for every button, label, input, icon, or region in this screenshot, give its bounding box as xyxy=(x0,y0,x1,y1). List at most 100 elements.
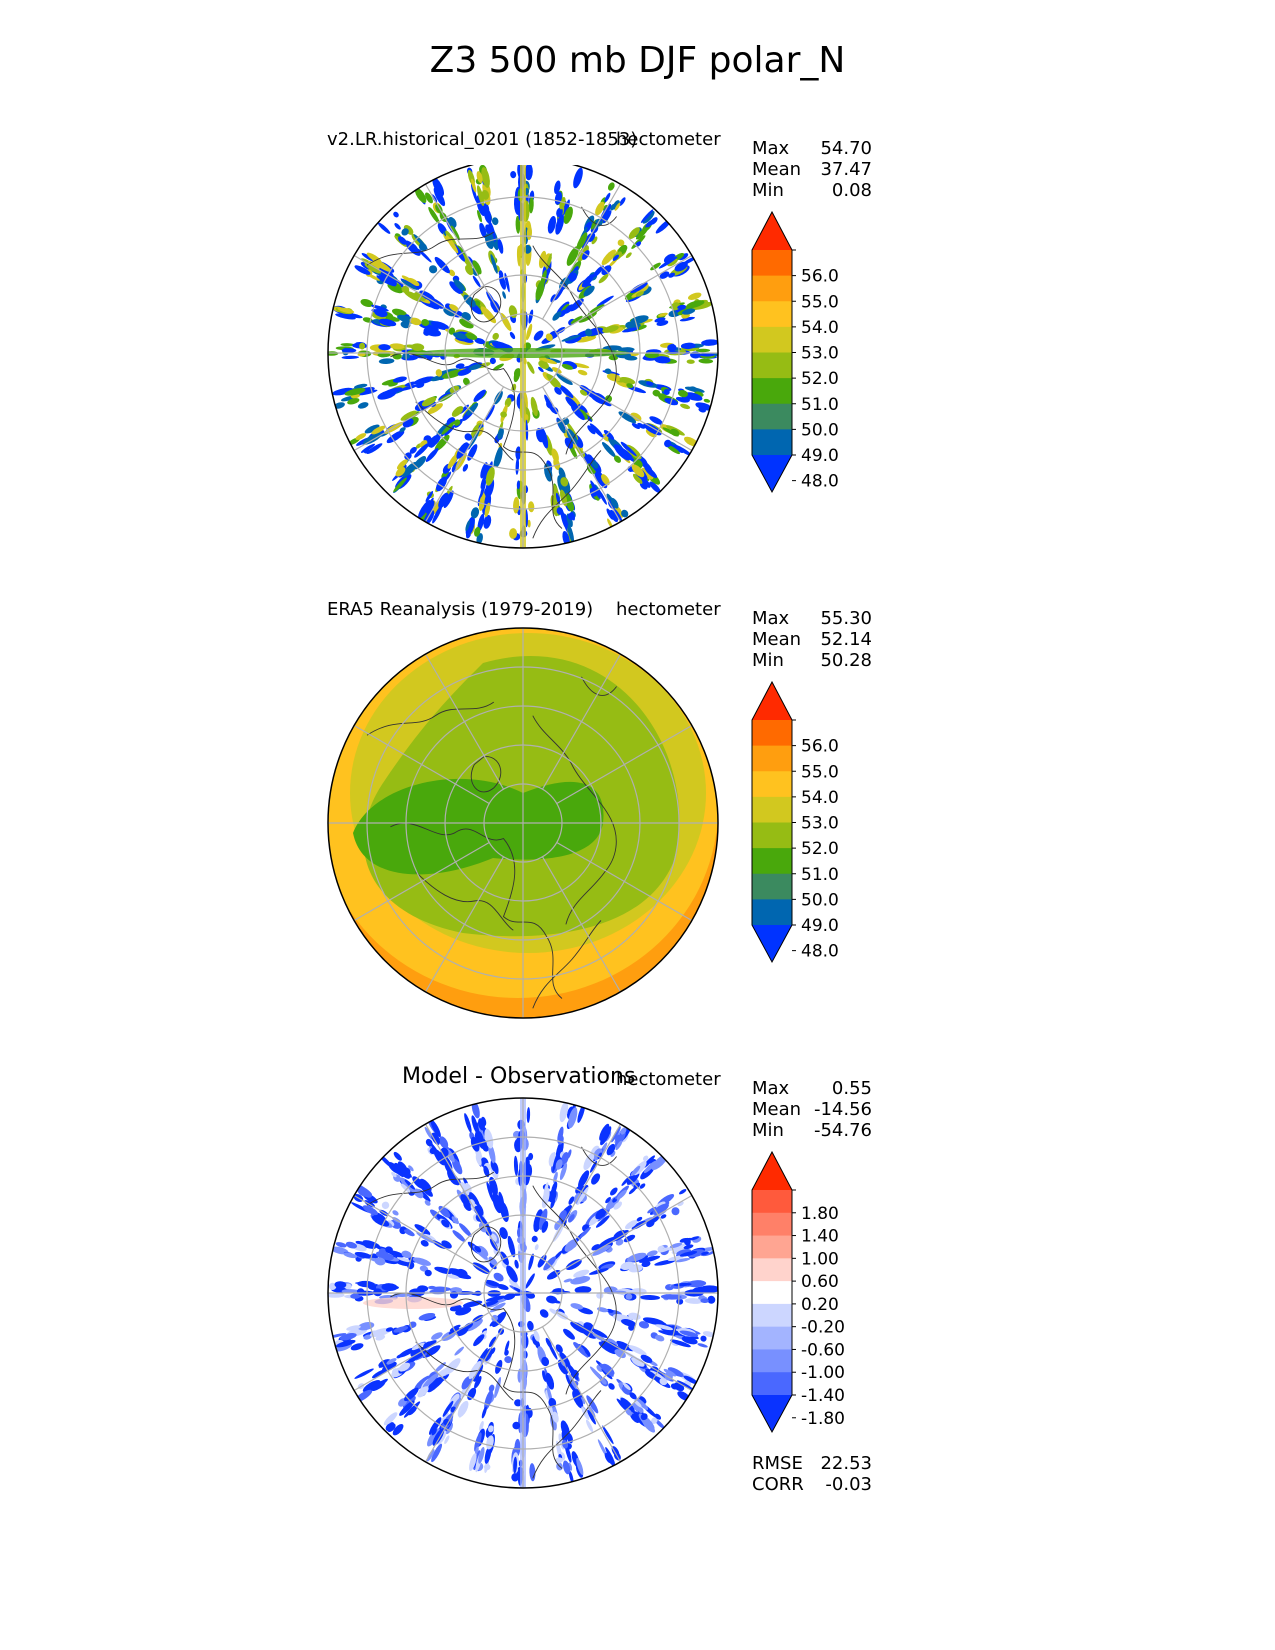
colorbar-tick-label: 53.0 xyxy=(801,344,839,364)
stat-value: 54.70 xyxy=(820,138,872,159)
colorbar-tick-label: -0.20 xyxy=(801,1318,845,1338)
panel-3-stats: Max 0.55 Mean -14.56 Min -54.76 xyxy=(752,1078,872,1141)
colorbar-segment xyxy=(752,1190,792,1214)
colorbar-segment xyxy=(752,1212,792,1237)
colorbar-tick-label: -1.40 xyxy=(801,1386,845,1406)
stat-label: Mean xyxy=(752,629,802,650)
stat-value: 50.28 xyxy=(820,650,872,671)
stat-label: Max xyxy=(752,608,790,629)
colorbar-segment xyxy=(752,1349,792,1373)
panel-3-title: Model - Observations xyxy=(402,1064,636,1089)
colorbar-segment xyxy=(752,848,792,875)
panel-2-map xyxy=(327,627,719,1019)
colorbar-extend-bottom xyxy=(752,455,792,492)
colorbar-tick-label: -1.00 xyxy=(801,1363,845,1383)
stat-value: 55.30 xyxy=(820,608,872,629)
colorbar-segment xyxy=(752,378,792,405)
stat-label: Max xyxy=(752,138,790,159)
colorbar-tick-label: 48.0 xyxy=(801,472,839,492)
colorbar-tick-label: 52.0 xyxy=(801,839,839,859)
stat-label: Min xyxy=(752,1120,784,1141)
stat-value: -14.56 xyxy=(813,1099,872,1120)
colorbar-tick-label: 51.0 xyxy=(801,395,839,415)
panel-1-colorbar: 56.0 55.0 54.0 53.0 52.0 51.0 50.0 49.0 48.0 xyxy=(751,210,839,494)
map-boundary xyxy=(327,165,719,549)
colorbar-tick-label: 55.0 xyxy=(801,292,839,312)
colorbar-tick-label: 49.0 xyxy=(801,916,839,936)
map-boundary xyxy=(327,1097,719,1489)
colorbar-tick-label: 50.0 xyxy=(801,420,839,440)
colorbar-tick-label: 50.0 xyxy=(801,890,839,910)
colorbar-tick-label: 54.0 xyxy=(801,788,839,808)
colorbar-extend-top xyxy=(752,212,792,250)
colorbar-segment xyxy=(752,250,792,277)
panel-3-metrics: RMSE 22.53 CORR -0.03 xyxy=(752,1453,872,1495)
stat-value: 0.55 xyxy=(831,1078,872,1099)
graticule xyxy=(328,628,718,1018)
colorbar-extend-top xyxy=(752,1152,792,1190)
colorbar-segment xyxy=(752,796,792,823)
colorbar-extend-bottom xyxy=(752,925,792,962)
colorbar-segment xyxy=(752,1258,792,1282)
panel-1-map xyxy=(327,165,719,549)
positive-diff-region xyxy=(363,1297,463,1309)
colorbar-segment xyxy=(752,1326,792,1350)
graticule xyxy=(328,1098,718,1488)
colorbar-segment xyxy=(752,301,792,328)
colorbar-tick-label: 56.0 xyxy=(801,737,839,757)
colorbar-tick-label: 55.0 xyxy=(801,762,839,782)
filled-contours xyxy=(328,628,718,1018)
panel-3-map xyxy=(327,1097,719,1489)
colorbar-tick-label: 51.0 xyxy=(801,865,839,885)
colorbar-tick-label: 54.0 xyxy=(801,318,839,338)
colorbar-segment xyxy=(752,1372,792,1396)
stat-label: Min xyxy=(752,650,784,671)
colorbar-segment xyxy=(752,899,792,926)
metric-label: RMSE xyxy=(752,1453,803,1474)
colorbar-segment xyxy=(752,275,792,302)
colorbar-tick-label: 0.60 xyxy=(801,1272,839,1292)
colorbar-tick-label: 56.0 xyxy=(801,267,839,287)
colorbar-tick-label: -0.60 xyxy=(801,1340,845,1360)
colorbar-tick-label: 0.20 xyxy=(801,1295,839,1315)
panel-1-title: v2.LR.historical_0201 (1852-1853) xyxy=(327,129,638,150)
coastlines xyxy=(366,1146,617,1479)
panel-2-colorbar: 56.0 55.0 54.0 53.0 52.0 51.0 50.0 49.0 48.0 xyxy=(751,680,839,964)
colorbar-segment xyxy=(752,822,792,849)
colorbar-segment xyxy=(752,326,792,353)
colorbar-segment xyxy=(752,1235,792,1259)
colorbar-tick-label: 49.0 xyxy=(801,446,839,466)
colorbar-extend-bottom xyxy=(752,1395,792,1432)
panel-1-stats: Max 54.70 Mean 37.47 Min 0.08 xyxy=(752,138,872,201)
stat-label: Mean xyxy=(752,159,802,180)
panel-1-units: hectometer xyxy=(616,129,721,150)
stat-value: 0.08 xyxy=(831,180,872,201)
panel-2-units: hectometer xyxy=(616,599,721,620)
coastlines xyxy=(366,676,617,1009)
colorbar-tick-label: 1.00 xyxy=(801,1249,839,1269)
colorbar-extend-top xyxy=(752,682,792,720)
colorbar-tick-label: 53.0 xyxy=(801,814,839,834)
coastlines xyxy=(366,206,617,539)
colorbar-segment xyxy=(752,1281,792,1305)
colorbar-segment xyxy=(752,873,792,900)
colorbar-segment xyxy=(752,1303,792,1328)
colorbar-segment xyxy=(752,429,792,456)
stat-value: -54.76 xyxy=(813,1120,872,1141)
colorbar-tick-label: 1.80 xyxy=(801,1204,839,1224)
metric-value: -0.03 xyxy=(825,1474,872,1495)
colorbar-segment xyxy=(752,720,792,747)
metric-label: CORR xyxy=(752,1474,804,1495)
colorbar-segment xyxy=(752,771,792,798)
stat-value: 52.14 xyxy=(820,629,872,650)
panel-2-stats: Max 55.30 Mean 52.14 Min 50.28 xyxy=(752,608,872,671)
stat-label: Mean xyxy=(752,1099,802,1120)
page-title: Z3 500 mb DJF polar_N xyxy=(429,40,846,81)
stat-value: 37.47 xyxy=(820,159,872,180)
colorbar-tick-label: 52.0 xyxy=(801,369,839,389)
stat-label: Max xyxy=(752,1078,790,1099)
panel-3-colorbar: 1.80 1.401.00 0.60 0.20 -0.20-0.60 -1.00 -1.40… xyxy=(751,1150,845,1434)
colorbar-segment xyxy=(752,745,792,772)
colorbar-tick-label: 1.40 xyxy=(801,1227,839,1247)
map-boundary xyxy=(327,627,719,1019)
